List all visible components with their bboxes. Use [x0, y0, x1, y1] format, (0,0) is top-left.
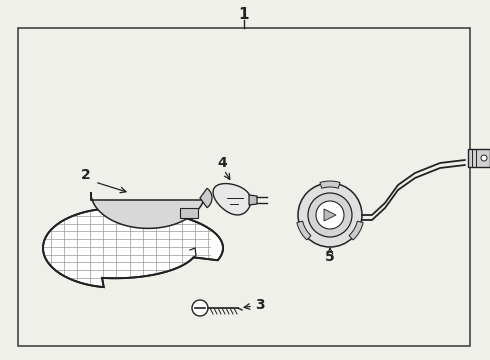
Text: 1: 1	[239, 6, 249, 22]
Polygon shape	[91, 192, 205, 228]
Polygon shape	[297, 221, 311, 240]
Bar	[180, 208, 198, 218]
Polygon shape	[324, 209, 336, 221]
Bar	[468, 149, 490, 167]
Polygon shape	[249, 195, 257, 205]
Text: 5: 5	[325, 250, 335, 264]
Circle shape	[298, 183, 362, 247]
Text: 3: 3	[255, 298, 265, 312]
Text: 4: 4	[217, 156, 227, 170]
Bar	[18, 28, 470, 346]
Polygon shape	[43, 208, 223, 287]
Circle shape	[192, 300, 208, 316]
Polygon shape	[213, 184, 251, 215]
Polygon shape	[320, 181, 340, 188]
Polygon shape	[349, 221, 363, 240]
Text: 2: 2	[81, 168, 91, 182]
Polygon shape	[200, 188, 212, 208]
Circle shape	[308, 193, 352, 237]
Circle shape	[316, 201, 344, 229]
Circle shape	[481, 155, 487, 161]
